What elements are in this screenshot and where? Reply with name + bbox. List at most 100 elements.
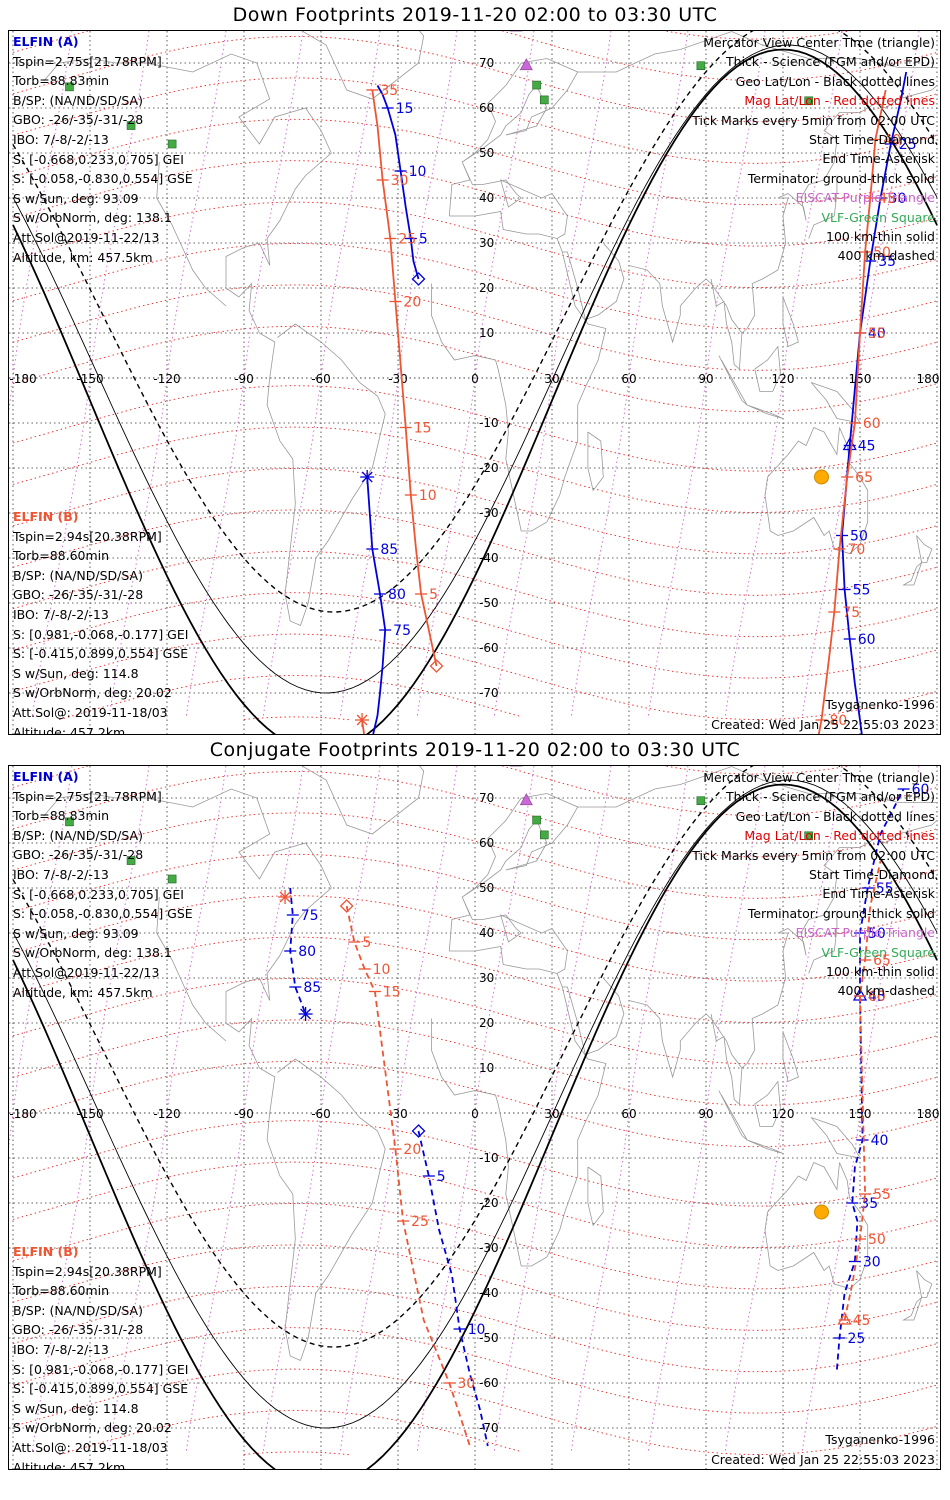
elfin-info-line: B/SP: (NA/ND/SD/SA) — [13, 92, 143, 108]
time-tick-label: 60 — [868, 989, 886, 1005]
elfin-b-track-segment — [817, 89, 887, 734]
latitude-tick-label: 20 — [479, 281, 494, 295]
elfin-info-line: IBO: 7/-8/-2/-13 — [13, 606, 109, 622]
vlf-square — [167, 874, 177, 884]
vlf-square — [696, 61, 706, 71]
longitude-tick-label: -150 — [76, 1107, 103, 1121]
time-tick-label: 85 — [303, 980, 321, 996]
elfin-info-line: S w/Sun, deg: 114.8 — [13, 1400, 139, 1416]
elfin-a-info: ELFIN (A) Tspin=2.75s[21.78RPM] Torb=88.83… — [13, 767, 193, 1002]
time-tick-label: 25 — [899, 137, 917, 153]
time-tick-label: 30 — [863, 1255, 881, 1271]
latitude-tick-label: 70 — [479, 56, 494, 70]
terminator-ground — [12, 783, 938, 1469]
elfin-header: ELFIN (A) — [13, 769, 79, 784]
latitude-tick-label: -40 — [479, 551, 499, 565]
terminator-ground — [12, 48, 938, 734]
longitude-tick-label: 30 — [544, 372, 559, 386]
elfin-info-line: S: [-0.668,0.233,0.705] GEI — [13, 151, 184, 167]
time-tick-label: 80 — [830, 713, 848, 729]
longitude-tick-label: 60 — [621, 1107, 636, 1121]
coastline — [301, 766, 425, 835]
longitude-tick-label: 60 — [621, 372, 636, 386]
mag-latitude-line — [59, 1410, 522, 1456]
longitude-tick-label: -90 — [234, 1107, 254, 1121]
mag-meridian-line — [570, 766, 689, 1451]
elfin-info-line: Altitude, km: 457.5km — [13, 984, 153, 1000]
time-tick-label: 45 — [853, 1313, 871, 1329]
latitude-tick-label: -20 — [479, 1196, 499, 1210]
elfin-info-line: S w/Sun, deg: 114.8 — [13, 665, 139, 681]
time-tick-label: 80 — [298, 944, 316, 960]
coastline — [448, 793, 579, 974]
mag-meridian-line — [724, 766, 843, 1451]
elfin-info-line: S: [-0.058,-0.830,0.554] GSE — [13, 171, 193, 187]
elfin-info-line: S: [0.981,-0.068,-0.177] GEI — [13, 626, 189, 642]
legend-item: 100 km-thin solid — [826, 964, 935, 980]
latitude-tick-label: 60 — [479, 101, 494, 115]
time-tick-label: 55 — [868, 326, 886, 342]
elfin-header: ELFIN (B) — [13, 1244, 79, 1259]
model-label: Tsyganenko-1996 — [825, 1432, 935, 1447]
elfin-a-track — [417, 1130, 489, 1447]
created-label: Created: Wed Jan 25 22:55:03 2023 — [711, 717, 935, 732]
time-tick-label: 45 — [858, 439, 876, 455]
coastline — [782, 1031, 799, 1083]
time-tick-label: 25 — [847, 1331, 865, 1347]
down-footprints-panel: -180 -150 -120 -90 -60 -30 0 30 60 90 120 150 180 70 6… — [8, 30, 941, 735]
legend-item: 400 km-dashed — [837, 248, 935, 264]
elfin-info-line: Att.Sol@: 2019-11-18/03 — [13, 1439, 168, 1455]
coastline — [562, 242, 625, 321]
legend-item: VLF-Green Square — [821, 209, 935, 225]
mag-latitude-line — [59, 675, 522, 721]
time-tick-label: 30 — [889, 191, 907, 207]
coastline — [628, 1000, 743, 1105]
mag-meridian-line — [9, 31, 73, 412]
longitude-tick-label: 150 — [849, 372, 872, 386]
elfin-info-line: S w/OrbNorm, deg: 20.02 — [13, 1420, 172, 1436]
legend-item: Thick - Science (FGM and/or EPD) — [726, 789, 935, 805]
mag-meridian-line — [493, 31, 612, 716]
coastline — [782, 296, 799, 348]
latitude-tick-label: -50 — [479, 1331, 499, 1345]
conjugate-footprints-map: -180 -150 -120 -90 -60 -30 0 30 60 90 120 150 180 70 6… — [9, 766, 940, 1469]
coastline — [43, 53, 386, 627]
elfin-info-line: Att.Sol@2019-11-22/13 — [13, 229, 160, 245]
coastline — [754, 1080, 781, 1127]
coastline — [562, 977, 625, 1056]
elfin-info-line: S: [-0.415,0.899,0.554] GSE — [13, 646, 189, 662]
vlf-square — [126, 856, 136, 865]
elfin-b-track-segment — [843, 860, 882, 1321]
latitude-tick-label: -30 — [479, 506, 499, 520]
coastline — [916, 535, 933, 563]
longitude-tick-label: 120 — [772, 1107, 795, 1121]
latitude-tick-label: -40 — [479, 1286, 499, 1300]
coastline — [718, 1090, 784, 1154]
time-tick-label: 10 — [419, 488, 437, 504]
elfin-info-line: Altitude: 457.2km — [13, 1459, 126, 1470]
mag-latitude-line — [243, 1451, 352, 1456]
legend: Mercator View Center Time (triangle) Thic… — [692, 33, 935, 266]
elfin-info-line: Torb=88.60min — [13, 1283, 110, 1299]
vlf-square — [65, 82, 74, 92]
coastline — [156, 161, 227, 307]
elfin-info-line: GBO: -26/-35/-31/-28 — [13, 587, 144, 603]
latitude-tick-label: 20 — [479, 1016, 494, 1030]
latitude-tick-label: 40 — [479, 926, 494, 940]
latitude-tick-label: -20 — [479, 461, 499, 475]
elfin-info-line: B/SP: (NA/ND/SD/SA) — [13, 567, 143, 583]
elfin-info-line: S: [-0.668,0.233,0.705] GEI — [13, 886, 184, 902]
longitude-tick-label: -180 — [9, 372, 36, 386]
coastline — [301, 31, 425, 100]
elfin-info-line: Tspin=2.75s[21.78RPM] — [13, 788, 162, 804]
mag-meridian-line — [31, 766, 150, 1451]
mag-meridian-line — [570, 31, 689, 716]
vlf-square — [65, 817, 74, 827]
elfin-info-line: S w/Sun, deg: 93.09 — [13, 190, 139, 206]
time-tick-label: 5 — [419, 232, 428, 248]
latitude-tick-label: 30 — [479, 971, 494, 985]
end-time-asterisk — [279, 891, 291, 903]
mag-meridian-line — [339, 31, 458, 716]
coastline — [902, 1296, 923, 1321]
longitude-tick-label: -180 — [9, 1107, 36, 1121]
